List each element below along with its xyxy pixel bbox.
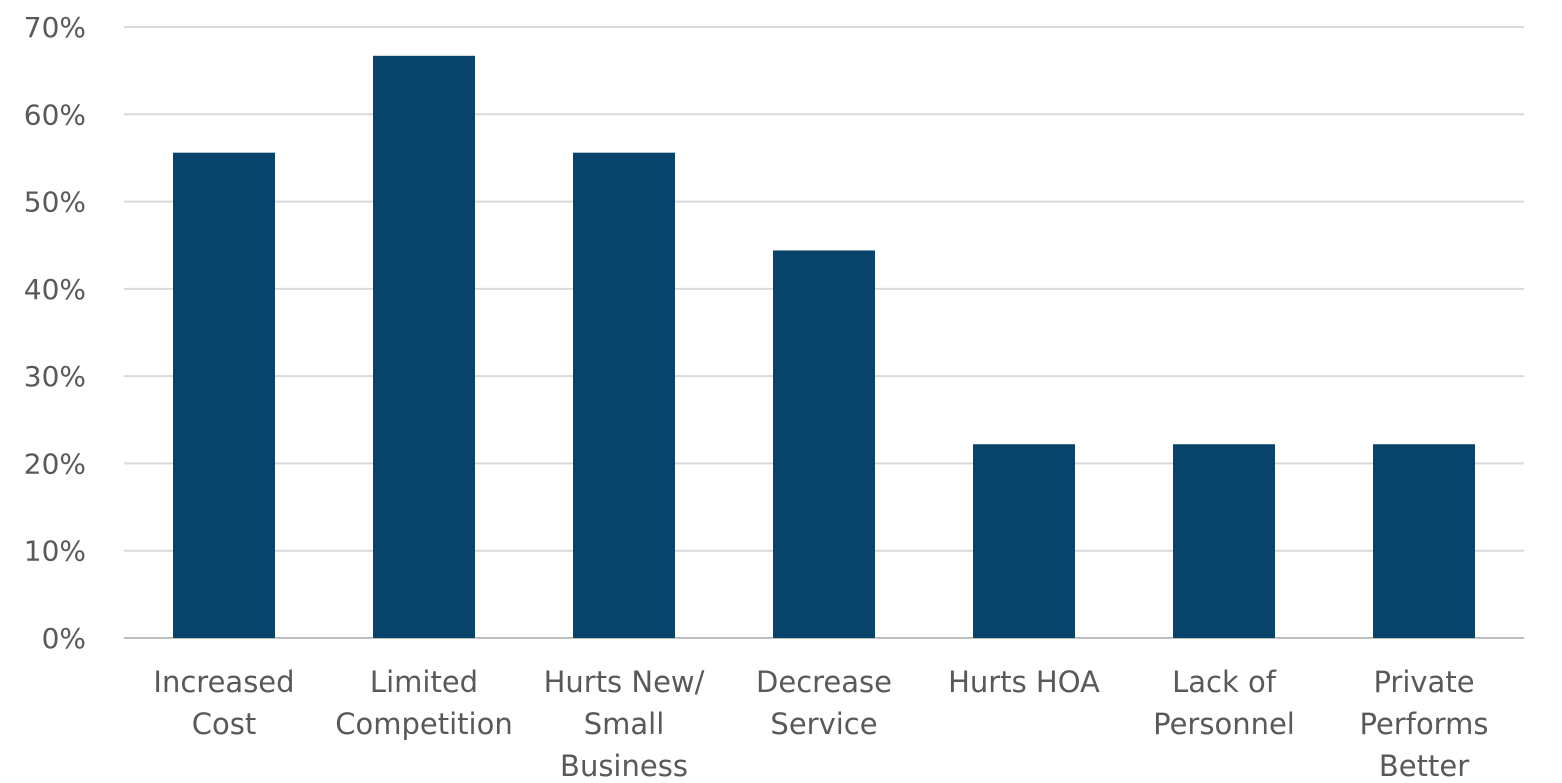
x-category-label: Hurts HOA <box>948 665 1100 699</box>
y-tick-label: 40% <box>24 273 86 306</box>
bar <box>1373 444 1475 638</box>
y-tick-label: 60% <box>24 98 86 131</box>
y-tick-label: 30% <box>24 360 86 393</box>
y-axis: 0% 10% 20% 30% 40% 50% 60% 70% <box>24 11 86 655</box>
bar <box>973 444 1075 638</box>
x-category-label: Lack of Personnel <box>1153 665 1295 741</box>
y-tick-label: 50% <box>24 186 86 219</box>
x-axis: Increased Cost Limited Competition Hurts New… <box>153 665 1488 783</box>
y-tick-label: 70% <box>24 11 86 44</box>
y-tick-label: 20% <box>24 447 86 480</box>
y-tick-label: 0% <box>42 622 86 655</box>
bar <box>373 55 475 639</box>
bar <box>173 152 275 639</box>
x-category-label: Increased Cost <box>153 665 294 741</box>
x-category-label: Decrease Service <box>756 665 892 741</box>
x-category-label: Private Performs Better <box>1360 665 1489 783</box>
x-category-label: Hurts New/Small Business <box>544 665 705 783</box>
bar <box>573 152 675 639</box>
y-tick-label: 10% <box>24 535 86 568</box>
bar <box>1173 444 1275 638</box>
x-category-label: Limited Competition <box>335 665 512 741</box>
bars <box>173 55 1475 639</box>
bar <box>773 250 875 639</box>
